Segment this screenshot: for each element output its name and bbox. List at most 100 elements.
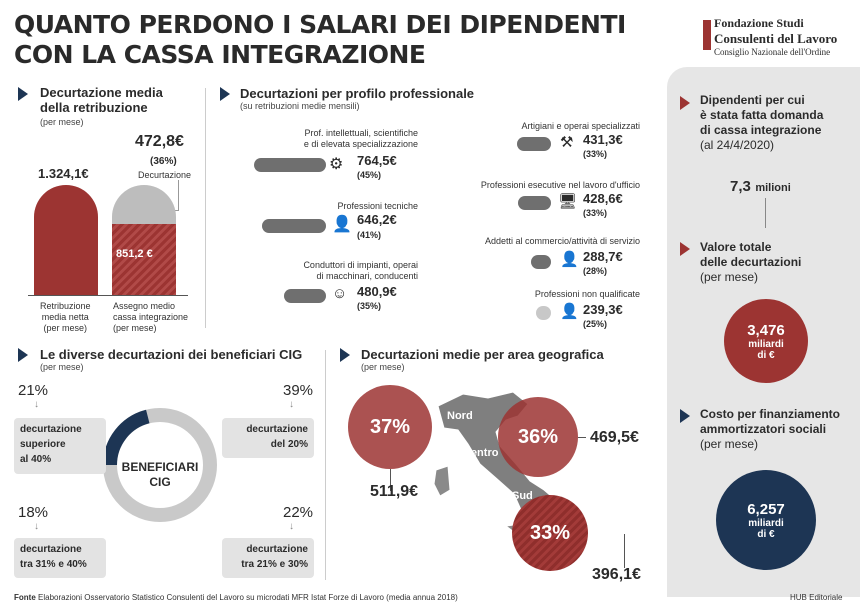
section-marker-icon xyxy=(680,409,690,423)
cig-box-2: decurtazione del 20% xyxy=(222,418,314,458)
s4-title: Decurtazioni medie per area geografica xyxy=(361,347,604,362)
profile-4-value: 431,3€ xyxy=(583,132,623,147)
bar1-label: Retribuzione media netta (per mese) xyxy=(40,301,91,334)
arrow-down-icon: ↓ xyxy=(34,521,39,532)
profile-6-value: 288,7€ xyxy=(583,249,623,264)
s5-title-l2: è stata fatta domanda xyxy=(700,108,824,122)
bar2-label-2: cassa integrazione xyxy=(113,312,189,322)
profile-6-pct: (28%) xyxy=(583,266,608,276)
profile-2-label: Professioni tecniche xyxy=(337,201,418,211)
page-title: QUANTO PERDONO I SALARI DEI DIPENDENTI C… xyxy=(14,10,626,70)
s5-date: (al 24/4/2020) xyxy=(700,138,775,152)
sud-pct: 33% xyxy=(529,521,571,544)
s5-title-l1: Dipendenti per cui xyxy=(700,93,805,107)
bar2-label-3: (per mese) xyxy=(113,323,157,333)
profile-6-bar xyxy=(531,255,551,269)
profile-5-label: Professioni esecutive nel lavoro d'uffic… xyxy=(480,180,640,190)
section-marker-icon xyxy=(680,96,690,110)
profile-7-label: Professioni non qualificate xyxy=(534,289,640,299)
bar2-label-1: Assegno medio xyxy=(113,301,176,311)
profile-1-l2: e di elevata specializzazione xyxy=(303,139,418,149)
s5-total-title: Valore totale delle decurtazioni (per me… xyxy=(700,240,801,285)
s2-title: Decurtazioni per profilo professionale xyxy=(240,86,475,101)
nord-pct: 37% xyxy=(369,415,411,438)
profile-1-label: Prof. intellettuali, scientifiche e di e… xyxy=(268,128,418,150)
s1-title: Decurtazione media della retribuzione xyxy=(40,85,163,115)
profile-6-label: Addetti al commercio/attività di servizi… xyxy=(484,236,640,246)
s5-title: Dipendenti per cui è stata fatta domanda… xyxy=(700,93,823,153)
count-num: 7,3 xyxy=(730,178,751,195)
cig-pct-3: 18% xyxy=(18,504,49,521)
cig-box-2-l1: decurtazione xyxy=(246,424,308,435)
sud-label: Sud xyxy=(512,490,533,502)
cig-box-3: decurtazione tra 31% e 40% xyxy=(14,538,106,578)
arrow-down-icon: ↓ xyxy=(34,399,39,410)
profile-1-bar xyxy=(254,158,326,172)
profile-2-value: 646,2€ xyxy=(357,212,397,227)
cig-center-l1: BENEFICIARI xyxy=(121,460,199,474)
profile-4-bar xyxy=(517,137,551,151)
cost-sub: (per mese) xyxy=(700,437,759,451)
s1-title-l1: Decurtazione media xyxy=(40,85,163,100)
cost-unit-1: miliardi xyxy=(748,517,784,529)
s3-title: Le diverse decurtazioni dei beneficiari … xyxy=(40,347,303,362)
cost-circle: 6,257 miliardi di € xyxy=(716,470,816,570)
logo: Fondazione Studi Consulenti del Lavoro C… xyxy=(714,16,837,57)
total-num: 3,476 xyxy=(747,321,785,339)
profile-4-pct: (33%) xyxy=(583,149,608,159)
profile-2-bar xyxy=(262,219,326,233)
bar-assegno-fill xyxy=(112,224,176,295)
s2-sub: (su retribuzioni medie mensili) xyxy=(240,101,360,111)
cost-l1: Costo per finanziamento xyxy=(700,407,841,421)
footer-source-text: Elaborazioni Osservatorio Statistico Con… xyxy=(35,593,458,602)
cig-box-2-l2: del 20% xyxy=(270,439,308,450)
profile-2-pct: (41%) xyxy=(357,230,382,240)
nord-circle: 37% xyxy=(348,385,432,469)
arrow-down-icon: ↓ xyxy=(289,521,294,532)
section-marker-icon xyxy=(18,87,28,101)
s5-count: 7,3 milioni xyxy=(730,178,791,196)
centro-pct: 36% xyxy=(517,425,559,448)
logo-line-2: Consulenti del Lavoro xyxy=(714,31,838,46)
profile-4-label: Artigiani e operai specializzati xyxy=(521,121,640,131)
cig-center-label: BENEFICIARI CIG xyxy=(115,460,205,490)
cig-pct-1: 21% xyxy=(18,382,49,399)
cost-num: 6,257 xyxy=(747,500,785,518)
centro-label: Centro xyxy=(463,447,499,459)
logo-mark xyxy=(703,20,711,50)
total-sub: (per mese) xyxy=(700,270,759,284)
total-unit-1: miliardi xyxy=(748,338,784,350)
unqualified-icon: 👤 xyxy=(560,303,579,320)
s3-sub: (per mese) xyxy=(40,362,84,372)
cig-box-1-l1: decurtazione xyxy=(20,424,82,435)
profile-3-pct: (35%) xyxy=(357,301,382,311)
cig-box-3-l1: decurtazione xyxy=(20,544,82,555)
section-marker-icon xyxy=(680,242,690,256)
s5-title-l3: di cassa integrazione xyxy=(700,123,822,137)
cig-box-4: decurtazione tra 21% e 30% xyxy=(222,538,314,578)
profile-3-label: Conduttori di impianti, operai di macchi… xyxy=(268,260,418,282)
profile-1-l1: Prof. intellettuali, scientifiche xyxy=(304,128,418,138)
footer-source-label: Fonte xyxy=(14,593,36,602)
cig-pct-2: 39% xyxy=(283,382,314,399)
s1-sub: (per mese) xyxy=(40,117,84,127)
profile-5-pct: (33%) xyxy=(583,208,608,218)
bar-retribuzione xyxy=(34,185,98,295)
profile-1-value: 764,5€ xyxy=(357,153,397,168)
cig-box-3-l2: tra 31% e 40% xyxy=(20,559,87,570)
profile-1-pct: (45%) xyxy=(357,170,382,180)
centro-circle: 36% xyxy=(498,397,578,477)
profile-3-bar xyxy=(284,289,326,303)
profile-7-pct: (25%) xyxy=(583,319,608,329)
cost-unit-2: di € xyxy=(757,528,775,540)
total-circle: 3,476 miliardi di € xyxy=(724,299,808,383)
s4-sub: (per mese) xyxy=(361,362,405,372)
profile-5-bar xyxy=(518,196,551,210)
total-unit-2: di € xyxy=(757,349,775,361)
person-icon: 👤 xyxy=(332,216,352,233)
bar1-value: 1.324,1€ xyxy=(38,166,89,181)
section-marker-icon xyxy=(18,348,28,362)
title-line-2: CON LA CASSA INTEGRAZIONE xyxy=(14,40,426,69)
clerk-icon: 👤 xyxy=(560,251,579,268)
bar2-value: 851,2 € xyxy=(116,248,153,260)
